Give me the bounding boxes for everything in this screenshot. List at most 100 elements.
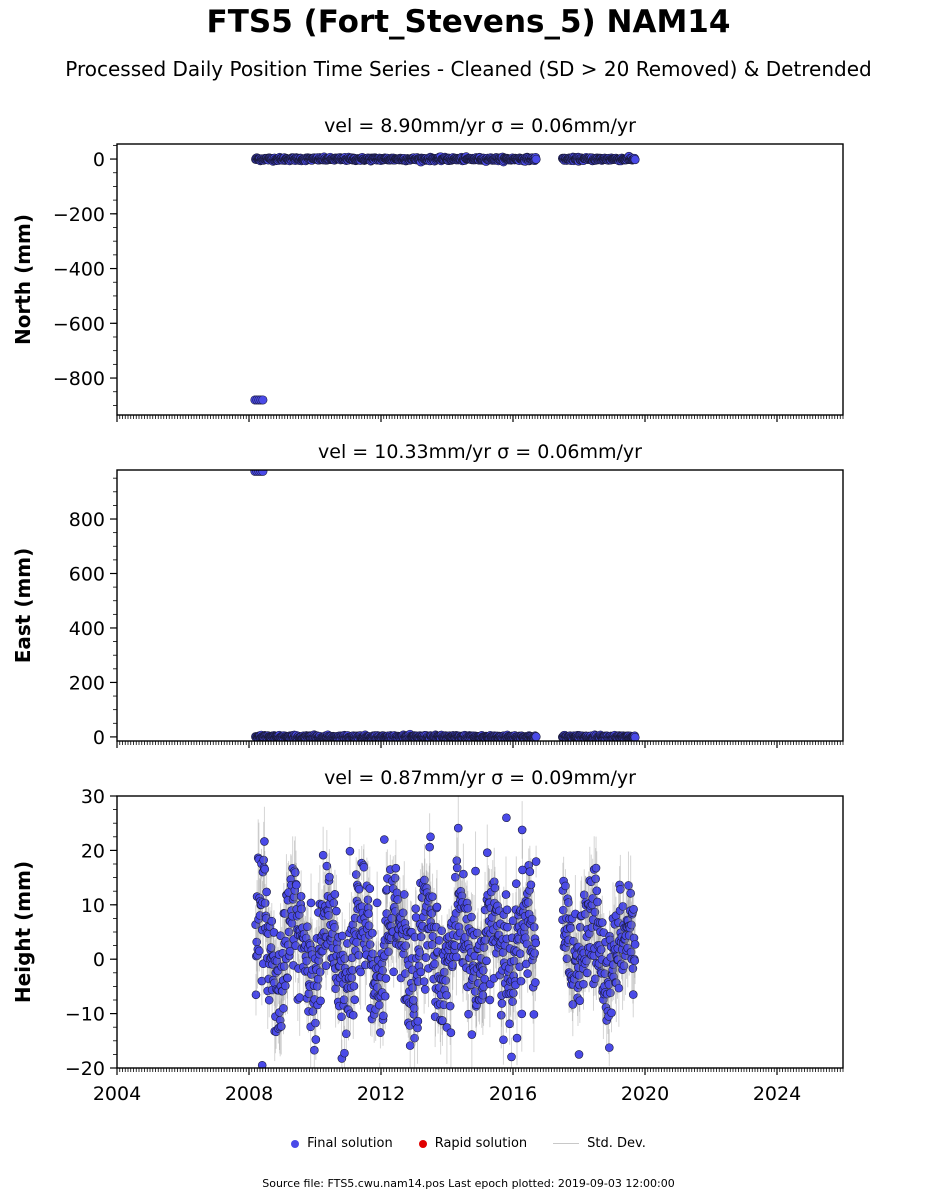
data-point [508, 916, 518, 926]
data-point [341, 1029, 351, 1039]
data-point [628, 990, 638, 999]
data-point [351, 870, 361, 879]
data-point [482, 956, 491, 966]
data-point [401, 969, 410, 978]
data-point [413, 1016, 423, 1026]
data-point [619, 961, 629, 971]
data-point [566, 924, 575, 933]
data-point [292, 880, 301, 890]
data-point [531, 938, 541, 948]
outlier-point [426, 832, 435, 842]
data-point [490, 883, 500, 893]
outlier-point [258, 470, 268, 476]
data-point [508, 997, 517, 1006]
data-point [470, 987, 480, 996]
data-point [516, 976, 526, 986]
data-point [254, 946, 264, 956]
data-point [283, 973, 292, 983]
data-point [459, 869, 468, 879]
y-axis-label: East (mm) [11, 548, 35, 664]
data-point [399, 890, 409, 899]
outlier-point [257, 1060, 267, 1068]
legend-rapid-label: Rapid solution [434, 1136, 528, 1151]
data-point [316, 996, 325, 1006]
data-point [408, 983, 418, 993]
data-point [596, 945, 606, 954]
data-point [507, 1052, 516, 1062]
data-point [473, 928, 482, 938]
data-point [297, 904, 306, 914]
data-point [251, 990, 261, 1000]
data-point [380, 991, 390, 1001]
data-point [372, 898, 382, 908]
data-point [581, 909, 590, 919]
legend-std-label: Std. Dev. [587, 1136, 646, 1151]
data-point [561, 881, 570, 891]
data-point [350, 995, 360, 1005]
data-point [420, 985, 430, 994]
panel-1: vel = 8.90mm/yr σ = 0.06mm/yr North (mm) 0… [11, 115, 844, 422]
data-point [526, 880, 536, 890]
data-point [499, 1035, 508, 1045]
legend-rapid: Rapid solution [418, 1136, 528, 1151]
x-tick-label: 2008 [225, 1083, 273, 1105]
data-point [582, 968, 592, 978]
data-point [329, 898, 339, 908]
data-point [381, 974, 391, 983]
data-point [574, 970, 584, 980]
data-point [523, 969, 532, 978]
data-point [428, 892, 437, 901]
data-point [516, 949, 525, 958]
data-point [416, 967, 426, 977]
data-point [349, 981, 359, 991]
data-point [415, 948, 425, 957]
legend-rapid-marker [418, 1139, 427, 1148]
y-tick-label: 400 [69, 618, 105, 640]
panel-title: vel = 0.87mm/yr σ = 0.09mm/yr [324, 767, 636, 789]
data-point [330, 923, 339, 932]
data-point [411, 904, 420, 913]
data-point [497, 999, 507, 1008]
data-point [598, 918, 607, 927]
y-tick-label: −600 [53, 313, 105, 335]
data-point [432, 902, 442, 912]
data-point [434, 936, 444, 945]
data-point [437, 926, 447, 936]
data-point [531, 732, 541, 741]
data-point [290, 868, 300, 877]
data-point [521, 959, 531, 969]
data-point [591, 874, 600, 884]
data-point [464, 1009, 473, 1019]
data-point [467, 1030, 477, 1039]
data-point [339, 995, 349, 1004]
data-point [277, 1022, 286, 1031]
data-point [281, 981, 290, 991]
y-axis-label: Height (mm) [11, 861, 35, 1003]
data-point [590, 907, 600, 917]
data-point [430, 959, 440, 969]
y-tick-label: −20 [65, 1058, 105, 1080]
data-point [411, 913, 421, 922]
data-point [529, 922, 539, 932]
data-point [337, 931, 347, 941]
data-point [442, 990, 451, 1000]
data-point [401, 941, 411, 950]
data-point [471, 866, 480, 876]
data-point [558, 905, 568, 915]
y-tick-label: 20 [81, 840, 105, 862]
x-tick-label: 2004 [93, 1083, 141, 1105]
data-point [606, 988, 615, 998]
data-point [260, 898, 270, 908]
data-point [354, 884, 364, 894]
data-point [605, 1043, 614, 1052]
legend-final-marker [291, 1139, 300, 1148]
data-point [568, 1000, 578, 1009]
data-point [364, 909, 373, 919]
data-point [387, 913, 397, 923]
legend-final: Final solution [291, 1136, 393, 1151]
data-point [311, 1018, 320, 1028]
data-point [368, 928, 377, 938]
data-point [321, 961, 331, 970]
data-point [311, 1035, 321, 1044]
data-point [630, 956, 640, 966]
